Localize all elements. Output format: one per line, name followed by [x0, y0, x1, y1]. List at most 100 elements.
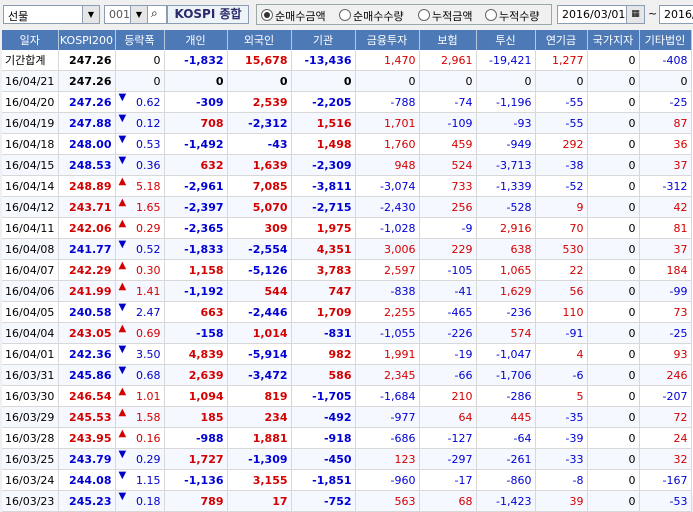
- investor-trading-grid[interactable]: 일자 KOSPI200 등락폭 개인 외국인 기관 금융투자 보험 투신 연기금…: [2, 30, 693, 512]
- table-row[interactable]: 16/04/19 247.88 ▼ 0.12 708 -2,312 1,516 1,701 -1…: [2, 112, 692, 134]
- cell-investment-trust: 2,916: [476, 217, 536, 239]
- cell-individual: -1,833: [164, 238, 228, 260]
- cell-date: 16/04/20: [2, 91, 59, 113]
- cell-change-value: 3.50: [136, 347, 161, 361]
- cell-other-corp: 0: [639, 70, 692, 92]
- cell-government: 0: [587, 70, 640, 92]
- table-row[interactable]: 16/04/07 242.29 ▲ 0.30 1,158 -5,126 3,783 2,597…: [2, 259, 692, 281]
- table-row[interactable]: 16/04/08 241.77 ▼ 0.52 -1,833 -2,554 4,351 3,00…: [2, 238, 692, 260]
- chevron-down-icon[interactable]: ▼: [82, 6, 99, 23]
- cell-individual: 2,639: [164, 364, 228, 386]
- date-separator: ~: [648, 7, 658, 20]
- cell-other-corp: 87: [639, 112, 692, 134]
- cell-insurance: -66: [419, 364, 477, 386]
- cell-other-corp: 37: [639, 238, 692, 260]
- up-arrow-icon: ▲: [118, 176, 127, 187]
- col-header-financial-invest[interactable]: 금융투자: [355, 30, 420, 50]
- radio-cumulative-quantity[interactable]: 누적수량: [485, 8, 539, 24]
- cell-government: 0: [587, 427, 640, 449]
- col-header-date[interactable]: 일자: [2, 30, 59, 50]
- table-row[interactable]: 16/04/20 247.26 ▼ 0.62 -309 2,539 -2,205 -788 -7…: [2, 91, 692, 113]
- col-header-institution[interactable]: 기관: [291, 30, 356, 50]
- table-row[interactable]: 16/04/12 243.71 ▲ 1.65 -2,397 5,070 -2,715 -2,4…: [2, 196, 692, 218]
- cell-financial-invest: -838: [355, 280, 420, 302]
- cell-kospi200: 245.86: [58, 364, 116, 386]
- col-header-change[interactable]: 등락폭: [115, 30, 165, 50]
- cell-kospi200: 246.54: [58, 385, 116, 407]
- cell-government: 0: [587, 301, 640, 323]
- date-to-field[interactable]: 2016/0: [659, 5, 693, 24]
- cell-financial-invest: -3,074: [355, 175, 420, 197]
- col-header-other-corp[interactable]: 기타법인: [639, 30, 692, 50]
- radio-cumulative-amount[interactable]: 누적금액: [418, 8, 472, 24]
- table-row[interactable]: 16/03/30 246.54 ▲ 1.01 1,094 819 -1,705 -1,684 2…: [2, 385, 692, 407]
- summary-row[interactable]: 기간합계 247.26 0 -1,832 15,678 -13,436 1,470 2,961…: [2, 50, 692, 71]
- col-header-kospi200[interactable]: KOSPI200: [58, 30, 116, 50]
- search-button[interactable]: ⌕: [148, 5, 167, 24]
- cell-pension: -38: [535, 154, 588, 176]
- cell-pension: 9: [535, 196, 588, 218]
- table-row[interactable]: 16/04/15 248.53 ▼ 0.36 632 1,639 -2,309 948 524-…: [2, 154, 692, 176]
- index-name-display: KOSPI 종합: [167, 5, 249, 24]
- cell-institution: -13,436: [291, 50, 356, 71]
- table-row[interactable]: 16/04/05 240.58 ▼ 2.47 663 -2,446 1,709 2,255 -4…: [2, 301, 692, 323]
- market-select[interactable]: 선물 ▼: [3, 5, 100, 24]
- cell-individual: -1,192: [164, 280, 228, 302]
- cell-other-corp: 184: [639, 259, 692, 281]
- cell-institution: -1,851: [291, 469, 356, 491]
- table-row[interactable]: 16/03/31 245.86 ▼ 0.68 2,639 -3,472 586 2,345 -6…: [2, 364, 692, 386]
- calendar-icon[interactable]: ▦: [626, 6, 644, 23]
- cell-foreign: 544: [227, 280, 292, 302]
- date-from-field[interactable]: 2016/03/01 ▦: [557, 5, 645, 24]
- table-row[interactable]: 16/04/21 247.26 0 0 0 0 0 0 0 0 0 0: [2, 70, 692, 92]
- cell-institution: -2,715: [291, 196, 356, 218]
- cell-financial-invest: 1,991: [355, 343, 420, 365]
- cell-institution: 3,783: [291, 259, 356, 281]
- chevron-down-icon[interactable]: ▼: [130, 6, 147, 23]
- cell-financial-invest: -960: [355, 469, 420, 491]
- cell-institution: -3,811: [291, 175, 356, 197]
- cell-individual: -2,961: [164, 175, 228, 197]
- cell-institution: 1,709: [291, 301, 356, 323]
- table-row[interactable]: 16/03/24 244.08 ▼ 1.15 -1,136 3,155 -1,851 -960…: [2, 469, 692, 491]
- cell-pension: 292: [535, 133, 588, 155]
- cell-individual: -2,397: [164, 196, 228, 218]
- col-header-individual[interactable]: 개인: [164, 30, 228, 50]
- radio-net-buy-quantity[interactable]: 순매수수량: [339, 8, 404, 24]
- cell-institution: -831: [291, 322, 356, 344]
- cell-date: 기간합계: [2, 50, 59, 71]
- up-arrow-icon: ▲: [118, 218, 127, 229]
- cell-individual: 663: [164, 301, 228, 323]
- cell-government: 0: [587, 322, 640, 344]
- table-row[interactable]: 16/03/29 245.53 ▲ 1.58 185 234 -492 -977 64 445 -3…: [2, 406, 692, 428]
- col-header-insurance[interactable]: 보험: [419, 30, 477, 50]
- radio-icon: [418, 9, 430, 21]
- cell-financial-invest: 948: [355, 154, 420, 176]
- table-row[interactable]: 16/04/01 242.36 ▼ 3.50 4,839 -5,914 982 1,991 -1…: [2, 343, 692, 365]
- table-row[interactable]: 16/03/23 245.23 ▼ 0.18 789 17 -752 563 68 -1,423 3…: [2, 490, 692, 512]
- cell-insurance: 256: [419, 196, 477, 218]
- col-header-foreign[interactable]: 외국인: [227, 30, 292, 50]
- table-row[interactable]: 16/04/06 241.99 ▲ 1.41 -1,192 544 747 -838 -41 1,…: [2, 280, 692, 302]
- table-row[interactable]: 16/03/28 243.95 ▲ 0.16 -988 1,881 -918 -686 -127…: [2, 427, 692, 449]
- cell-insurance: -105: [419, 259, 477, 281]
- col-header-pension[interactable]: 연기금: [535, 30, 588, 50]
- radio-net-buy-amount[interactable]: 순매수금액: [261, 8, 326, 24]
- table-row[interactable]: 16/04/04 243.05 ▲ 0.69 -158 1,014 -831 -1,055 -2…: [2, 322, 692, 344]
- table-row[interactable]: 16/04/14 248.89 ▲ 5.18 -2,961 7,085 -3,811 -3,0…: [2, 175, 692, 197]
- table-row[interactable]: 16/04/18 248.00 ▼ 0.53 -1,492 -43 1,498 1,760 45…: [2, 133, 692, 155]
- cell-other-corp: -408: [639, 50, 692, 71]
- cell-institution: -2,205: [291, 91, 356, 113]
- col-header-government[interactable]: 국가지자: [587, 30, 640, 50]
- table-row[interactable]: 16/04/11 242.06 ▲ 0.29 -2,365 309 1,975 -1,028-…: [2, 217, 692, 239]
- down-arrow-icon: ▼: [118, 449, 127, 460]
- date-from-value: 2016/03/01: [562, 8, 626, 21]
- cell-institution: 1,498: [291, 133, 356, 155]
- cell-kospi200: 245.23: [58, 490, 116, 512]
- col-header-investment-trust[interactable]: 투신: [476, 30, 536, 50]
- cell-institution: 586: [291, 364, 356, 386]
- cell-government: 0: [587, 280, 640, 302]
- code-select[interactable]: 001 ▼: [104, 5, 148, 24]
- cell-date: 16/04/12: [2, 196, 59, 218]
- table-row[interactable]: 16/03/25 243.79 ▼ 0.29 1,727 -1,309 -450 123 -29…: [2, 448, 692, 470]
